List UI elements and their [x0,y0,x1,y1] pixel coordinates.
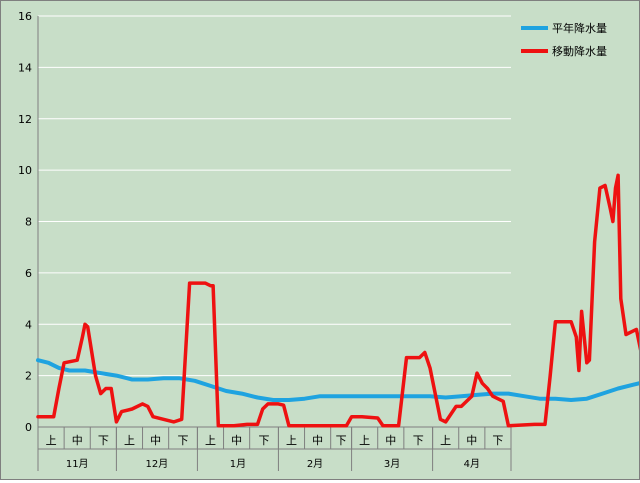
x-dekad-label: 中 [150,434,161,447]
y-tick-label: 2 [25,370,32,383]
x-month-label: 1月 [230,458,246,470]
x-dekad-label: 上 [205,434,216,447]
x-dekad-label: 下 [336,434,347,447]
series-line [36,358,640,402]
x-dekad-label: 上 [286,434,297,447]
x-month-label: 11月 [66,458,89,470]
y-tick-label: 10 [18,164,32,177]
x-dekad-label: 下 [98,434,109,447]
x-month-label: 2月 [307,458,323,470]
y-tick-label: 12 [18,113,32,126]
y-tick-label: 6 [25,267,32,280]
x-dekad-label: 上 [359,434,370,447]
legend-label: 移動降水量 [552,44,607,58]
x-dekad-label: 中 [385,434,396,447]
x-dekad-label: 中 [466,434,477,447]
x-dekad-label: 上 [124,434,135,447]
x-dekad-label: 上 [440,434,451,447]
x-month-label: 3月 [384,458,400,470]
y-tick-label: 8 [25,216,32,229]
y-tick-label: 0 [25,421,32,434]
x-dekad-label: 下 [413,434,424,447]
x-dekad-label: 上 [46,434,57,447]
x-dekad-label: 下 [259,434,270,447]
y-tick-label: 14 [18,61,32,74]
x-month-label: 12月 [146,458,169,470]
x-dekad-label: 中 [231,434,242,447]
x-dekad-label: 中 [72,434,83,447]
series-line [36,173,640,428]
x-dekad-label: 中 [312,434,323,447]
x-dekad-label: 下 [492,434,503,447]
y-tick-label: 16 [18,10,32,23]
x-month-label: 4月 [464,458,480,470]
y-tick-label: 4 [25,318,32,331]
x-dekad-label: 下 [178,434,189,447]
legend-label: 平年降水量 [552,21,607,35]
